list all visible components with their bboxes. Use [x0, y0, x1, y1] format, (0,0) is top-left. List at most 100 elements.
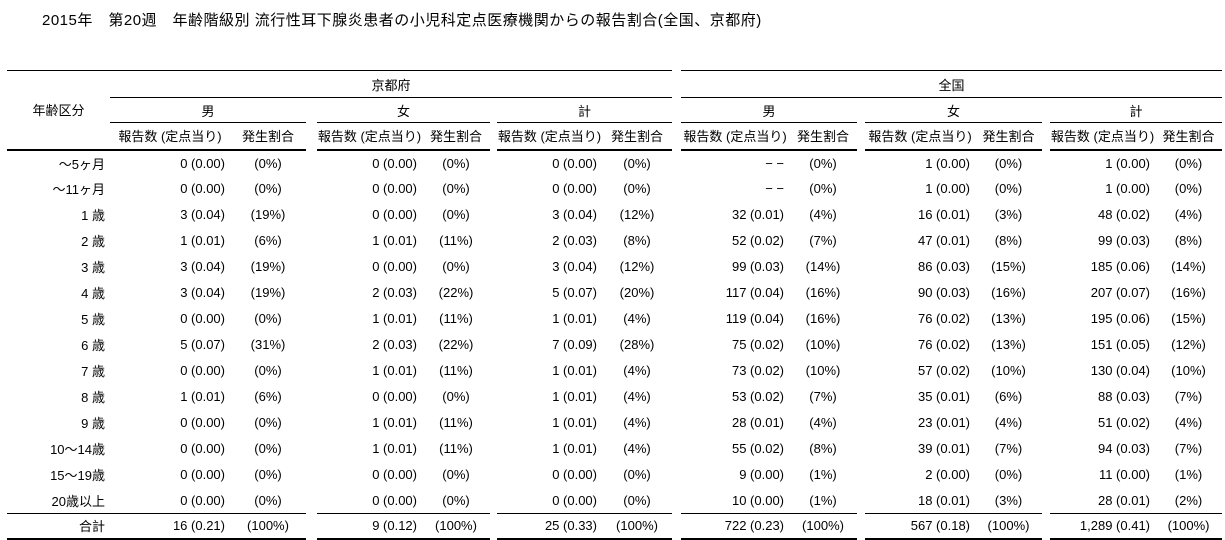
column-gap [490, 254, 497, 280]
cell-kyoto-male-rate: (0%) [254, 363, 282, 378]
cell-national-total-rate: (4%) [1174, 207, 1203, 222]
cell-national-female-rate: (3%) [994, 492, 1023, 508]
cell-kyoto-total-rate: (12%) [619, 259, 655, 274]
cell-national-female-rate: (16%) [991, 285, 1026, 300]
age-label: 15～19歳 [50, 468, 105, 483]
sex-header-kyoto-total: 計 [497, 97, 673, 123]
total-row: 合計 16 (0.21) (100%) 9 (0.12) (100%) 25 (0.33)… [7, 513, 1223, 540]
reports-header: 報告数 (定点当り) [497, 122, 602, 151]
cell-kyoto-male-rate: (19%) [250, 259, 286, 274]
column-gap [1042, 280, 1050, 306]
cell-kyoto-male-reports: 1 (0.01) [180, 389, 225, 404]
reports-header: 報告数 (定点当り) [110, 122, 230, 151]
cell-kyoto-male-rate: (0%) [254, 155, 282, 171]
column-gap [672, 332, 681, 358]
cell-kyoto-total-reports: 0 (0.00) [552, 181, 597, 196]
cell-kyoto-total-reports: 1 (0.01) [552, 363, 597, 378]
table-row: 6 歳 5 (0.07) (31%) 2 (0.03) (22%) 7 (0.09) (28… [7, 332, 1222, 358]
cell-kyoto-male-reports: 0 (0.00) [180, 415, 225, 430]
cell-kyoto-total-reports: 1 (0.01) [552, 441, 597, 456]
rate-header: 発生割合 [975, 122, 1043, 151]
age-label: 2 歳 [81, 234, 105, 249]
cell-national-total-reports: 1 (0.00) [1105, 155, 1151, 171]
column-gap [1042, 306, 1050, 332]
column-gap [306, 462, 317, 488]
rate-header: 発生割合 [789, 122, 858, 151]
cell-kyoto-male-reports: 3 (0.04) [180, 285, 225, 300]
cell-kyoto-female-rate: (11%) [439, 415, 473, 430]
cell-kyoto-total-reports: 3 (0.04) [552, 207, 597, 222]
cell-kyoto-female-rate: (0%) [442, 207, 470, 222]
cell-national-total-reports: 99 (0.03) [1097, 233, 1151, 248]
age-label: 10～14歳 [50, 442, 105, 457]
age-label: 9 歳 [81, 416, 105, 431]
cell-national-female-reports: 86 (0.03) [917, 259, 971, 274]
cell-national-female-rate: (4%) [994, 415, 1023, 430]
cell-kyoto-female-reports: 1 (0.01) [372, 311, 417, 326]
column-gap [490, 410, 497, 436]
table-row: 15～19歳 0 (0.00) (0%) 0 (0.00) (0%) 0 (0.00) (0… [7, 462, 1222, 488]
sex-header-national-male: 男 [681, 97, 858, 123]
cell-kyoto-male-rate: (6%) [254, 233, 282, 248]
cell-national-male-rate: (8%) [809, 441, 837, 456]
cell-national-male-rate: (0%) [809, 181, 837, 196]
column-gap [857, 462, 865, 488]
table-row: 1 歳 3 (0.04) (19%) 0 (0.00) (0%) 3 (0.04) (12%… [7, 202, 1222, 228]
column-gap [857, 280, 865, 306]
region-header-kyoto: 京都府 [110, 70, 673, 98]
cell-national-male-rate: (1%) [809, 492, 837, 508]
cell-national-male-reports: − − [765, 155, 785, 171]
column-gap [672, 410, 681, 436]
table-row: 4 歳 3 (0.04) (19%) 2 (0.03) (22%) 5 (0.07) (20… [7, 280, 1222, 306]
column-gap [306, 254, 317, 280]
header-metric-row: 報告数 (定点当り) 発生割合 報告数 (定点当り) 発生割合 報告数 (定点当… [7, 122, 1223, 151]
cell-national-total-reports: 11 (0.00) [1098, 467, 1151, 482]
cell-national-total-rate: (0%) [1174, 155, 1203, 171]
column-gap [306, 123, 317, 150]
cell-kyoto-female-reports: 0 (0.00) [372, 181, 417, 196]
cell-kyoto-female-rate: (0%) [442, 492, 470, 508]
table-row: 7 歳 0 (0.00) (0%) 1 (0.01) (11%) 1 (0.01) (4%)… [7, 358, 1222, 384]
table-row: 20歳以上 0 (0.00) (0%) 0 (0.00) (0%) 0 (0.00) (0%… [7, 488, 1222, 514]
table-row: ～11ヶ月 0 (0.00) (0%) 0 (0.00) (0%) 0 (0.00) (0%… [7, 176, 1222, 202]
age-label: 7 歳 [81, 364, 105, 379]
column-gap [857, 202, 865, 228]
column-gap [490, 98, 497, 123]
sex-header-national-female: 女 [865, 97, 1043, 123]
cell-kyoto-total-rate: (4%) [623, 389, 651, 404]
cell-kyoto-male-reports: 0 (0.00) [180, 363, 225, 378]
cell-national-male-reports: 722 (0.23) [681, 513, 790, 540]
cell-national-male-reports: 75 (0.02) [731, 337, 785, 352]
age-label: 8 歳 [81, 390, 105, 405]
column-gap [306, 358, 317, 384]
table-row: 8 歳 1 (0.01) (6%) 0 (0.00) (0%) 1 (0.01) (4%) 5… [7, 384, 1222, 410]
cell-national-male-reports: 55 (0.02) [731, 441, 785, 456]
cell-national-male-rate: (100%) [789, 513, 858, 540]
cell-national-male-rate: (10%) [805, 337, 841, 352]
cell-national-male-reports: 28 (0.01) [731, 415, 785, 430]
column-gap [306, 514, 317, 539]
cell-kyoto-female-rate: (11%) [439, 363, 473, 378]
age-label: 1 歳 [81, 208, 105, 223]
cell-national-total-rate: (14%) [1171, 259, 1206, 274]
cell-national-total-reports: 51 (0.02) [1097, 415, 1151, 430]
cell-kyoto-male-rate: (0%) [254, 181, 282, 196]
cell-kyoto-female-rate: (11%) [439, 233, 473, 248]
cell-national-total-rate: (16%) [1171, 285, 1206, 300]
column-gap [672, 462, 681, 488]
region-header-national: 全国 [681, 70, 1223, 98]
column-gap [490, 384, 497, 410]
cell-national-male-reports: 73 (0.02) [731, 363, 785, 378]
cell-national-female-reports: 57 (0.02) [917, 363, 971, 378]
cell-national-female-reports: 23 (0.01) [917, 415, 971, 430]
cell-national-total-rate: (12%) [1171, 337, 1206, 352]
cell-national-total-reports: 1 (0.00) [1105, 181, 1151, 196]
cell-national-male-reports: 117 (0.04) [725, 285, 785, 300]
reports-header: 報告数 (定点当り) [1050, 122, 1156, 151]
column-gap [1042, 410, 1050, 436]
cell-national-female-reports: 90 (0.03) [917, 285, 971, 300]
cell-national-total-rate: (4%) [1174, 415, 1203, 430]
cell-kyoto-female-rate: (100%) [422, 513, 490, 540]
cell-national-total-rate: (1%) [1174, 467, 1203, 482]
cell-kyoto-male-reports: 0 (0.00) [180, 155, 225, 171]
